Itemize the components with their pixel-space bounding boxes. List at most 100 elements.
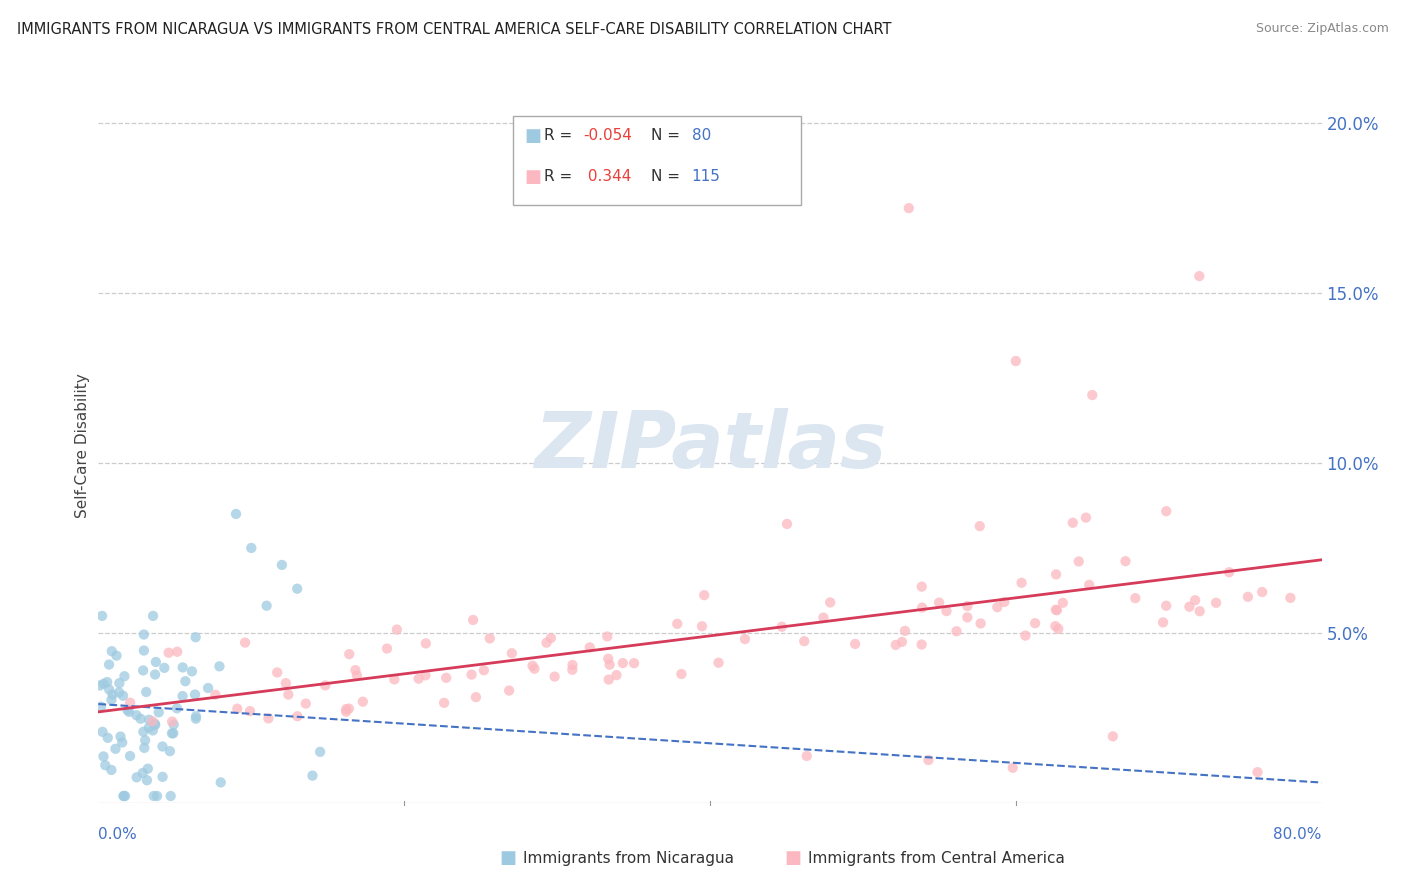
Point xyxy=(120,749,142,764)
Point xyxy=(911,600,934,615)
Point xyxy=(1062,516,1084,530)
Text: ■: ■ xyxy=(524,168,541,186)
Point xyxy=(138,713,160,727)
Point xyxy=(100,763,122,777)
Point xyxy=(1188,604,1211,618)
Point xyxy=(226,701,249,715)
Point xyxy=(160,714,183,729)
Point xyxy=(956,599,979,613)
Point xyxy=(598,652,620,666)
Point xyxy=(240,541,263,555)
Point xyxy=(153,661,176,675)
Point xyxy=(142,723,165,738)
Point xyxy=(1067,554,1090,568)
Point xyxy=(523,662,546,676)
Point xyxy=(136,762,159,776)
Point xyxy=(433,696,456,710)
Point xyxy=(337,647,360,661)
Text: Immigrants from Central America: Immigrants from Central America xyxy=(808,851,1066,865)
Point xyxy=(472,663,495,677)
Point xyxy=(166,645,188,659)
Point xyxy=(152,770,174,784)
Text: ■: ■ xyxy=(499,849,516,867)
Point xyxy=(460,667,482,681)
Point xyxy=(274,676,297,690)
Point xyxy=(690,619,713,633)
Point xyxy=(1014,629,1036,643)
Point xyxy=(162,726,184,740)
Point xyxy=(134,733,156,747)
Point xyxy=(114,669,136,683)
Point xyxy=(208,659,231,673)
Point xyxy=(561,663,583,677)
Point xyxy=(266,665,288,680)
Point xyxy=(108,685,131,699)
Point xyxy=(385,623,408,637)
Point xyxy=(159,744,181,758)
Point xyxy=(135,685,157,699)
Point xyxy=(108,676,131,690)
Point xyxy=(993,595,1015,609)
Point xyxy=(969,519,991,533)
Point xyxy=(415,668,437,682)
Point xyxy=(1078,578,1101,592)
Point xyxy=(100,644,122,658)
Point xyxy=(1011,575,1033,590)
Point xyxy=(301,769,323,783)
Point xyxy=(166,701,188,715)
Point xyxy=(344,663,367,677)
Point xyxy=(986,600,1008,615)
Point xyxy=(143,718,166,732)
Text: 115: 115 xyxy=(692,169,721,184)
Point xyxy=(110,730,132,744)
Point xyxy=(257,711,280,725)
Point xyxy=(277,688,299,702)
Point xyxy=(337,701,360,715)
Point xyxy=(285,582,308,596)
Text: R =: R = xyxy=(544,128,578,143)
Point xyxy=(184,630,207,644)
Point xyxy=(1001,761,1024,775)
Point xyxy=(734,632,756,646)
Point xyxy=(132,766,155,780)
Point xyxy=(335,705,357,719)
Point xyxy=(93,749,115,764)
Point xyxy=(309,745,332,759)
Point xyxy=(335,702,357,716)
Point xyxy=(136,773,159,788)
Point xyxy=(1279,591,1302,605)
Point xyxy=(163,717,186,731)
Point xyxy=(612,656,634,670)
Point xyxy=(623,656,645,670)
Point xyxy=(415,636,437,650)
Point xyxy=(1114,554,1136,568)
Point xyxy=(120,696,142,710)
Text: -0.054: -0.054 xyxy=(583,128,633,143)
Point xyxy=(125,708,148,723)
Point xyxy=(1045,619,1067,633)
Point xyxy=(314,678,336,692)
Point xyxy=(352,695,374,709)
Point xyxy=(270,558,292,572)
Point xyxy=(111,735,134,749)
Point xyxy=(1052,596,1074,610)
Point xyxy=(1101,729,1123,743)
Point xyxy=(134,740,156,755)
Point xyxy=(434,671,457,685)
Point xyxy=(93,677,115,691)
Point xyxy=(945,624,967,639)
Point xyxy=(91,608,114,623)
Point xyxy=(184,709,207,723)
Point xyxy=(935,604,957,618)
Point xyxy=(599,657,621,672)
Point xyxy=(129,712,152,726)
Point xyxy=(884,638,907,652)
Point xyxy=(148,706,170,720)
Point xyxy=(911,580,934,594)
Point xyxy=(184,712,207,726)
Point xyxy=(225,507,247,521)
Text: R =: R = xyxy=(544,169,578,184)
Text: Immigrants from Nicaragua: Immigrants from Nicaragua xyxy=(523,851,734,865)
Point xyxy=(142,789,165,803)
Text: ■: ■ xyxy=(524,127,541,145)
